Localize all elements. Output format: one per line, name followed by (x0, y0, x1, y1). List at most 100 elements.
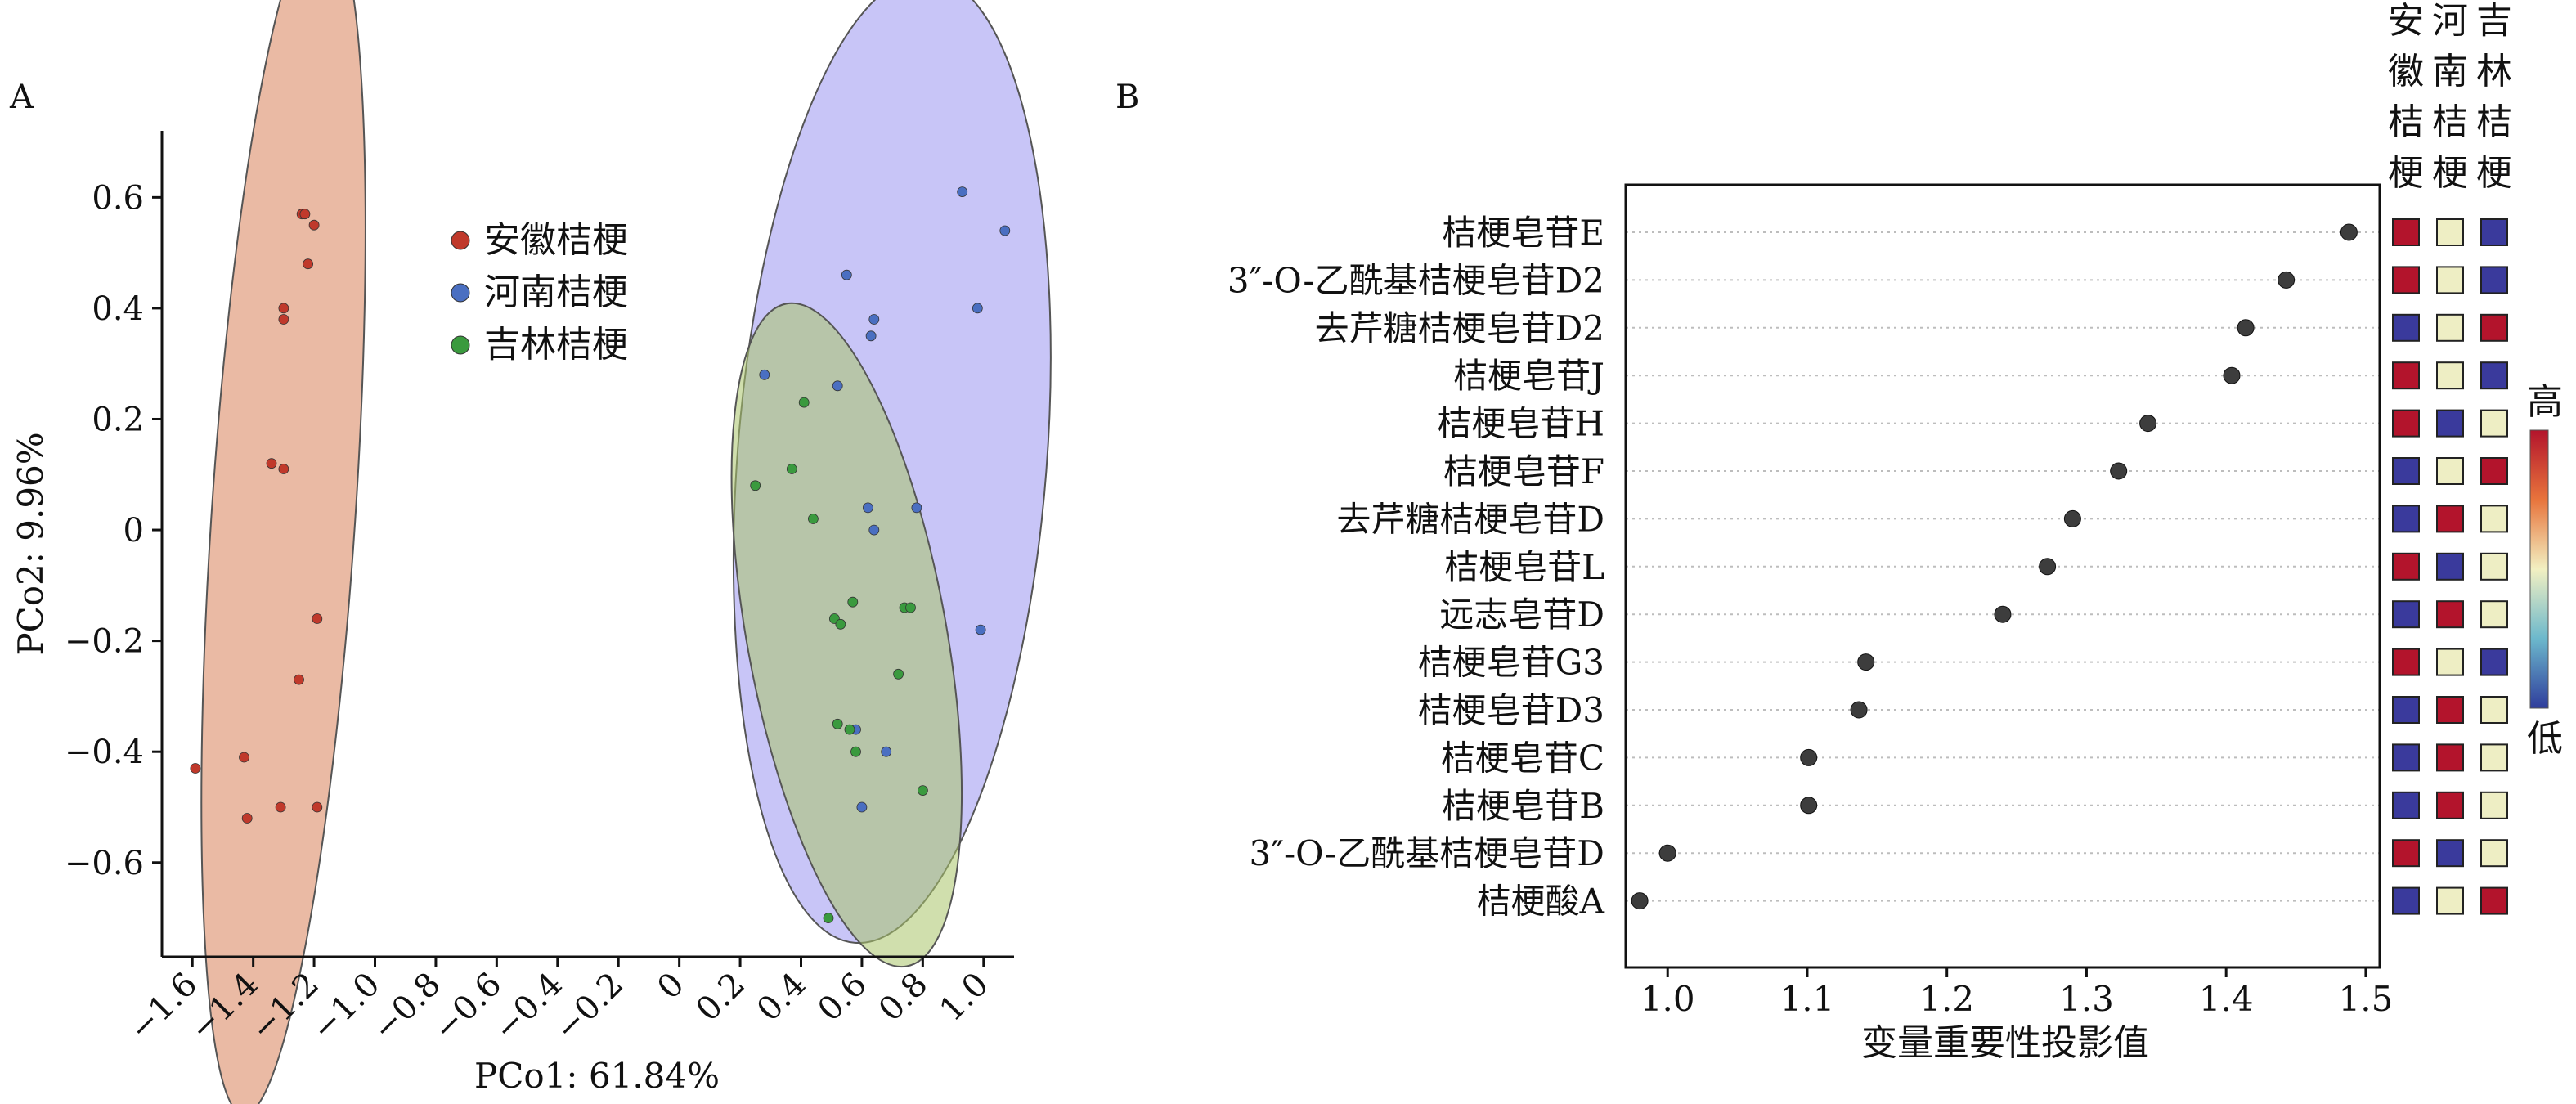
b-x-tick-label-5: 1.4 (2199, 979, 2254, 1019)
sample-point-group-3-7 (835, 618, 846, 630)
category-label-15: 桔梗酸A (1477, 882, 1605, 922)
sample-point-group-1-11 (299, 209, 311, 220)
category-label-11: 桔梗皂苷D3 (1418, 690, 1604, 730)
legend-label-1: 安徽桔梗 (484, 219, 628, 261)
heatmap-cell-15-2 (2436, 886, 2464, 915)
b-x-tick-label-2: 1.1 (1780, 979, 1835, 1019)
y-tick-label-1: 0.6 (92, 179, 144, 217)
sample-point-group-2-1 (759, 369, 770, 380)
vip-point-6 (2110, 462, 2128, 480)
b-x-tick-label-3: 1.2 (1919, 979, 1974, 1019)
sample-point-group-1-13 (308, 219, 320, 231)
heatmap-cell-8-1 (2392, 552, 2420, 581)
heatmap-cell-14-2 (2436, 839, 2464, 868)
heatmap-colorbar: 高 低 (2527, 381, 2563, 760)
panel-a-ellipses (200, 0, 1052, 1104)
category-label-3: 去芹糖桔梗皂苷D2 (1315, 308, 1604, 348)
heatmap-cell-1-1 (2392, 218, 2420, 246)
x-tick-label-14: 1.0 (932, 966, 996, 1030)
x-tick-label-10: 0.2 (689, 966, 753, 1030)
sample-point-group-2-13 (881, 746, 892, 757)
heatmap-cell-7-2 (2436, 505, 2464, 533)
category-label-9: 远志皂苷D (1439, 595, 1604, 635)
heatmap-cell-6-3 (2480, 457, 2508, 485)
sample-point-group-3-14 (918, 785, 928, 796)
sample-point-group-1-1 (190, 763, 201, 774)
heatmap-cell-6-1 (2392, 457, 2420, 485)
y-tick-label-6: −0.4 (65, 734, 144, 771)
legend-label-3: 吉林桔梗 (484, 324, 628, 366)
sample-point-group-2-14 (856, 801, 868, 813)
x-tick-label-6: −0.6 (426, 966, 509, 1048)
heatmap-cell-9-2 (2436, 600, 2464, 629)
sample-point-group-1-9 (294, 674, 304, 685)
heatmap-cell-2-2 (2436, 266, 2464, 294)
vip-point-4 (2223, 366, 2241, 384)
x-tick-label-5: −0.8 (366, 966, 448, 1048)
colorbar-gradient (2529, 429, 2549, 709)
sample-point-group-3-2 (786, 464, 797, 474)
heatmap-cell-8-3 (2480, 552, 2508, 581)
heatmap-cell-9-3 (2480, 600, 2508, 629)
legend-marker-1 (451, 231, 470, 250)
heatmap-cell-11-1 (2392, 696, 2420, 724)
y-tick-label-7: −0.6 (65, 845, 144, 882)
y-tick-label-2: 0.4 (92, 290, 144, 328)
heatmap-cell-10-1 (2392, 648, 2420, 676)
heatmap-cell-12-3 (2480, 743, 2508, 772)
panel-b: B 桔梗皂苷E 3″-O-乙酰基桔梗皂苷D2 去芹糖桔梗皂苷D2 桔梗皂苷J 桔梗皂苷H… (1115, 0, 2563, 1064)
category-label-1: 桔梗皂苷E (1442, 213, 1604, 253)
x-tick-label-7: −0.4 (487, 966, 570, 1048)
heatmap-cell-15-3 (2480, 886, 2508, 915)
legend-marker-2 (451, 283, 470, 303)
vip-point-11 (1850, 701, 1868, 719)
heatmap-cell-10-3 (2480, 648, 2508, 676)
vip-point-7 (2063, 509, 2081, 527)
vip-point-3 (2237, 319, 2255, 337)
sample-point-group-3-10 (850, 746, 861, 757)
sample-point-group-2-7 (868, 524, 880, 536)
vip-point-1 (2340, 223, 2358, 241)
heatmap-cell-11-3 (2480, 696, 2508, 724)
vip-point-12 (1800, 748, 1818, 766)
x-tick-label-1: −1.6 (122, 966, 204, 1048)
heatmap-cell-13-2 (2436, 791, 2464, 819)
sample-point-group-3-1 (750, 480, 761, 491)
heatmap-cell-12-1 (2392, 743, 2420, 772)
heatmap-column-header-1: 安徽桔梗 (2388, 0, 2424, 194)
sample-point-group-2-6 (863, 502, 873, 514)
heatmap-cell-6-2 (2436, 457, 2464, 485)
category-label-5: 桔梗皂苷H (1437, 404, 1604, 444)
sample-point-group-3-13 (905, 602, 916, 613)
panel-b-x-axis-label: 变量重要性投影值 (1861, 1022, 2149, 1064)
sample-point-group-1-4 (266, 458, 277, 469)
sample-point-group-3-9 (847, 596, 859, 608)
heatmap-cell-2-3 (2480, 266, 2508, 294)
panel-b-points (1631, 223, 2358, 910)
vip-point-2 (2278, 271, 2296, 289)
panel-a-x-axis-label: PCo1: 61.84% (474, 1056, 720, 1096)
category-label-6: 桔梗皂苷F (1443, 451, 1604, 491)
vip-point-8 (2039, 558, 2057, 576)
sample-point-group-2-10 (972, 303, 983, 314)
heatmap-cell-4-2 (2436, 361, 2464, 390)
legend-marker-3 (451, 335, 470, 355)
panel-a-y-axis-label: PCo2: 9.96% (11, 432, 51, 655)
vip-point-10 (1857, 653, 1875, 671)
sample-point-group-2-4 (865, 330, 877, 342)
sample-point-group-2-8 (911, 502, 922, 514)
heatmap-cell-1-3 (2480, 218, 2508, 246)
sample-point-group-2-9 (957, 186, 968, 198)
sample-point-group-1-15 (312, 801, 323, 813)
legend-label-2: 河南桔梗 (484, 272, 628, 313)
y-tick-label-4: 0 (123, 512, 144, 550)
category-label-14: 3″-O-乙酰基桔梗皂苷D (1250, 833, 1604, 873)
sample-point-group-1-5 (275, 801, 286, 813)
category-label-12: 桔梗皂苷C (1441, 738, 1604, 778)
heatmap-cell-9-1 (2392, 600, 2420, 629)
y-tick-label-3: 0.2 (92, 401, 144, 438)
category-label-4: 桔梗皂苷J (1453, 356, 1604, 396)
